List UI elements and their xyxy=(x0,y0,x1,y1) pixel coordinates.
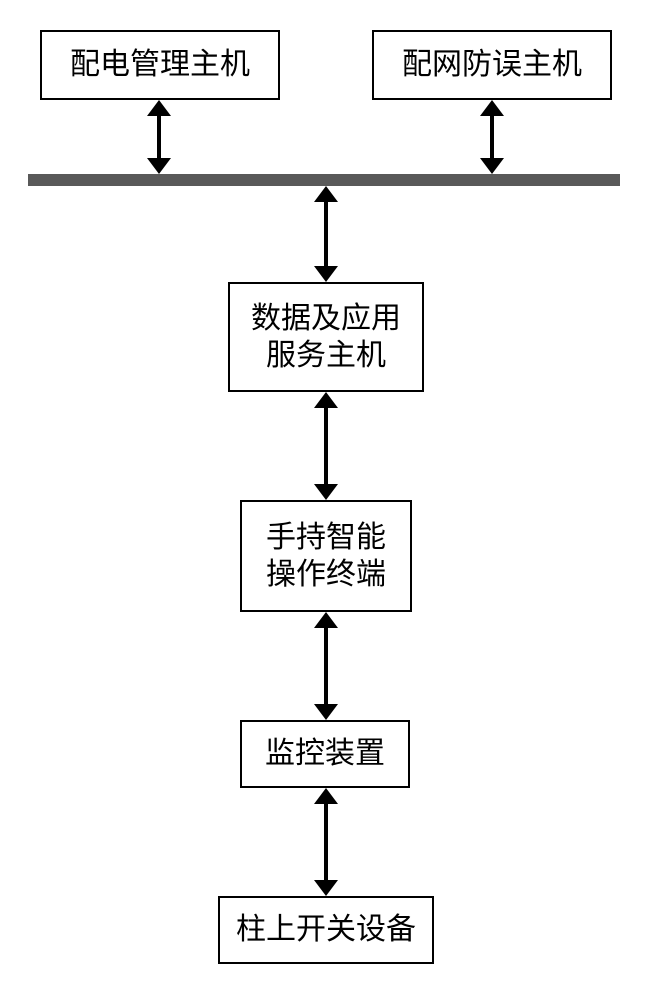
arrow-data-app-to-handheld xyxy=(324,404,328,488)
arrow-head-down-icon xyxy=(147,158,171,174)
node-data-app-service-host: 数据及应用 服务主机 xyxy=(228,282,424,392)
arrow-head-up-icon xyxy=(147,100,171,116)
arrow-head-up-icon xyxy=(314,612,338,628)
node-handheld-smart-terminal: 手持智能 操作终端 xyxy=(240,500,412,612)
diagram-canvas: 配电管理主机 配网防误主机 数据及应用 服务主机 手持智能 操作终端 监控装置 … xyxy=(0,0,652,1000)
arrow-head-down-icon xyxy=(314,484,338,500)
node-label: 数据及应用 服务主机 xyxy=(251,300,401,375)
node-pole-switch-equipment: 柱上开关设备 xyxy=(218,896,434,964)
arrow-head-down-icon xyxy=(314,880,338,896)
node-label: 柱上开关设备 xyxy=(236,911,416,949)
arrow-top-right-to-bus xyxy=(490,112,494,162)
arrow-monitor-to-pole xyxy=(324,800,328,884)
arrow-head-down-icon xyxy=(314,704,338,720)
node-label: 配电管理主机 xyxy=(70,46,250,84)
node-network-anti-error-host: 配网防误主机 xyxy=(372,30,612,100)
arrow-top-left-to-bus xyxy=(157,112,161,162)
node-label: 监控装置 xyxy=(265,735,385,773)
arrow-head-up-icon xyxy=(314,392,338,408)
node-label: 配网防误主机 xyxy=(402,46,582,84)
arrow-head-down-icon xyxy=(314,266,338,282)
arrow-head-up-icon xyxy=(314,788,338,804)
arrow-head-up-icon xyxy=(314,186,338,202)
arrow-head-up-icon xyxy=(480,100,504,116)
node-monitoring-device: 监控装置 xyxy=(240,720,410,788)
arrow-head-down-icon xyxy=(480,158,504,174)
arrow-handheld-to-monitor xyxy=(324,624,328,708)
bus-bar xyxy=(28,174,620,186)
arrow-bus-to-data-app xyxy=(324,198,328,270)
node-label: 手持智能 操作终端 xyxy=(266,519,386,594)
node-distribution-management-host: 配电管理主机 xyxy=(40,30,280,100)
